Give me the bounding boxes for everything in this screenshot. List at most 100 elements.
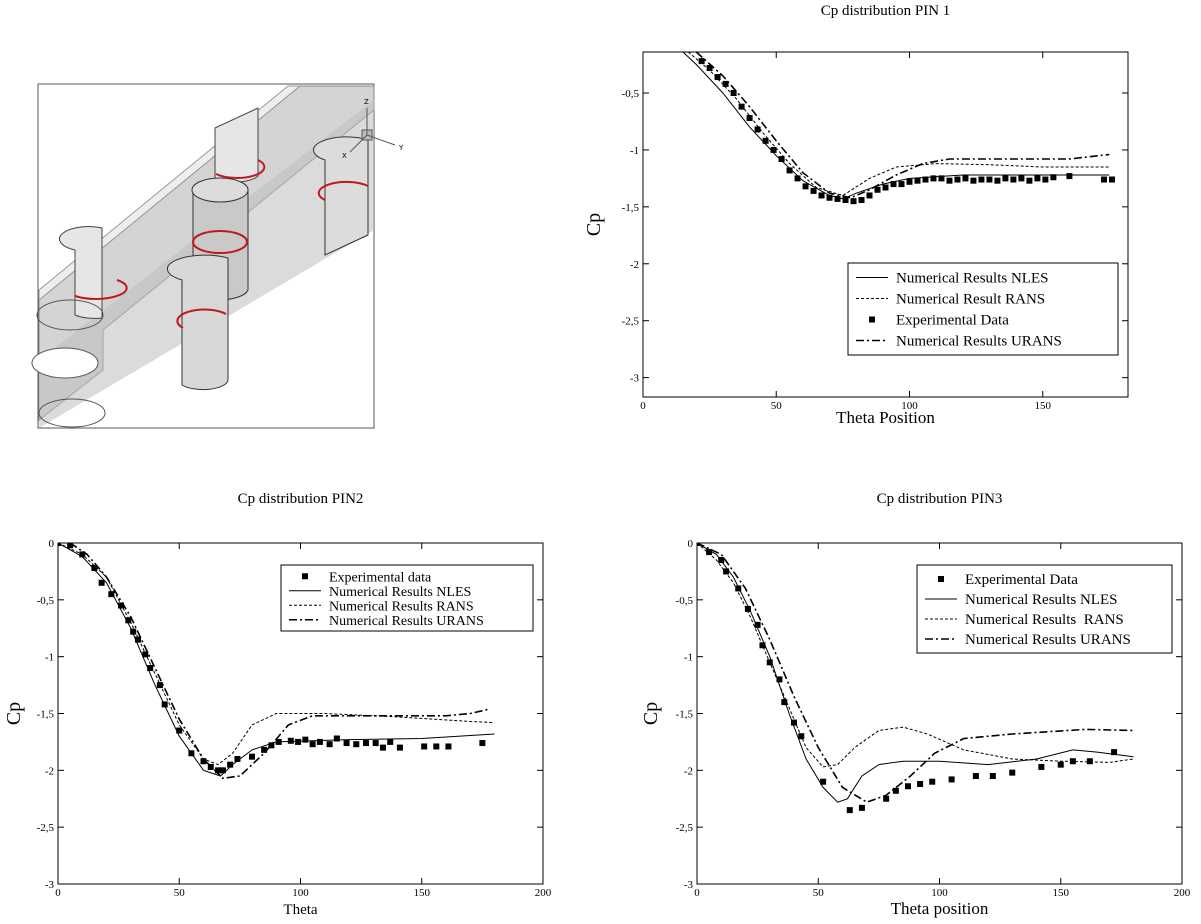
plot-frame <box>642 51 1129 398</box>
legend-label: Numerical Results URANS <box>965 632 1131 648</box>
geometry-diagram: Z X Y <box>31 83 404 429</box>
x-tick-label: 150 <box>1053 887 1070 899</box>
legend-label: Experimental Data <box>896 313 1009 329</box>
legend-label: Numerical Results URANS <box>896 334 1062 350</box>
data-point <box>1009 769 1016 776</box>
data-point <box>730 89 737 96</box>
data-point <box>938 175 945 182</box>
pin-half <box>59 226 103 319</box>
data-point <box>58 543 61 546</box>
data-point <box>1010 176 1017 183</box>
data-point <box>219 767 226 774</box>
data-point <box>1026 177 1033 184</box>
data-line <box>697 543 1134 803</box>
data-point <box>781 699 788 706</box>
data-point <box>978 176 985 183</box>
data-point <box>904 783 911 790</box>
plot-area <box>682 52 1116 205</box>
legend-label: Numerical Results URANS <box>329 614 484 629</box>
data-point <box>791 719 797 726</box>
data-point <box>362 740 369 747</box>
data-point <box>778 156 785 163</box>
y-tick-label: -2 <box>684 765 693 777</box>
x-tick-label: 200 <box>1174 887 1191 899</box>
y-tick-label: -2,5 <box>37 822 55 834</box>
axis-label: X <box>342 152 347 160</box>
data-point <box>759 642 766 649</box>
data-point <box>714 74 721 81</box>
pressure-ring <box>192 230 248 254</box>
x-tick-label: 0 <box>55 887 61 899</box>
data-point <box>287 737 294 744</box>
data-point <box>333 735 340 742</box>
plot-area <box>58 543 495 780</box>
axis-label: Z <box>364 98 369 106</box>
plot-area <box>697 543 1134 814</box>
data-point <box>834 195 841 202</box>
data-line <box>687 52 1110 197</box>
data-point <box>882 184 889 191</box>
data-point <box>770 146 777 153</box>
data-point <box>698 58 705 65</box>
data-point <box>227 761 234 768</box>
data-point <box>776 676 783 683</box>
legend-label: Numerical Result RANS <box>896 292 1045 308</box>
data-point <box>754 126 761 133</box>
data-point <box>826 194 833 201</box>
data-point <box>794 175 801 182</box>
data-point <box>1101 176 1108 183</box>
data-point <box>1109 176 1116 183</box>
data-point <box>972 773 979 780</box>
data-point <box>898 181 905 188</box>
pin-half <box>166 254 229 391</box>
y-tick-label: -0,5 <box>676 595 694 607</box>
x-tick-label: 200 <box>535 887 552 899</box>
y-tick-label: -1 <box>684 652 693 664</box>
data-point <box>1086 758 1093 765</box>
chart: Cp distribution PIN3 Theta position Cp 0 50 1… <box>640 491 1191 918</box>
data-point <box>249 753 255 760</box>
data-point <box>954 176 961 183</box>
data-point <box>316 738 323 745</box>
pin-footprint <box>36 299 104 331</box>
x-axis-label: Theta position <box>891 899 989 918</box>
x-tick-label: 0 <box>640 400 646 412</box>
data-point <box>892 787 899 794</box>
pressure-ring <box>176 308 227 329</box>
data-point <box>850 198 857 205</box>
legend-marker <box>869 316 875 323</box>
x-tick-label: 100 <box>931 887 948 899</box>
data-point <box>706 549 713 556</box>
y-tick-label: -3 <box>630 373 640 385</box>
chart-title: Cp distribution PIN 1 <box>821 3 951 19</box>
data-point <box>970 177 977 184</box>
data-point <box>866 192 873 199</box>
legend-label: Numerical Results NLES <box>965 592 1117 608</box>
x-tick-label: 150 <box>1034 400 1051 412</box>
pressure-ring <box>317 180 369 201</box>
y-tick-label: -1,5 <box>676 709 694 721</box>
data-line <box>697 543 1134 768</box>
pin-footprint <box>38 398 106 428</box>
x-tick-label: 150 <box>414 887 431 899</box>
data-point <box>125 617 132 624</box>
data-point <box>261 746 268 753</box>
data-point <box>108 591 115 598</box>
y-tick-label: -2 <box>630 259 639 271</box>
data-point <box>786 167 793 174</box>
x-tick-label: 50 <box>813 887 825 899</box>
data-point <box>722 80 729 87</box>
chart-title: Cp distribution PIN3 <box>877 491 1003 507</box>
data-point <box>846 807 853 814</box>
x-tick-label: 50 <box>174 887 186 899</box>
data-point <box>962 175 969 182</box>
axis-line <box>349 134 368 153</box>
legend-label: Experimental Data <box>965 572 1078 588</box>
data-point <box>176 727 183 734</box>
data-point <box>858 804 865 811</box>
data-point <box>929 778 936 785</box>
data-point <box>343 740 350 747</box>
data-point <box>67 543 74 549</box>
data-point <box>353 741 360 748</box>
data-point <box>738 103 745 110</box>
